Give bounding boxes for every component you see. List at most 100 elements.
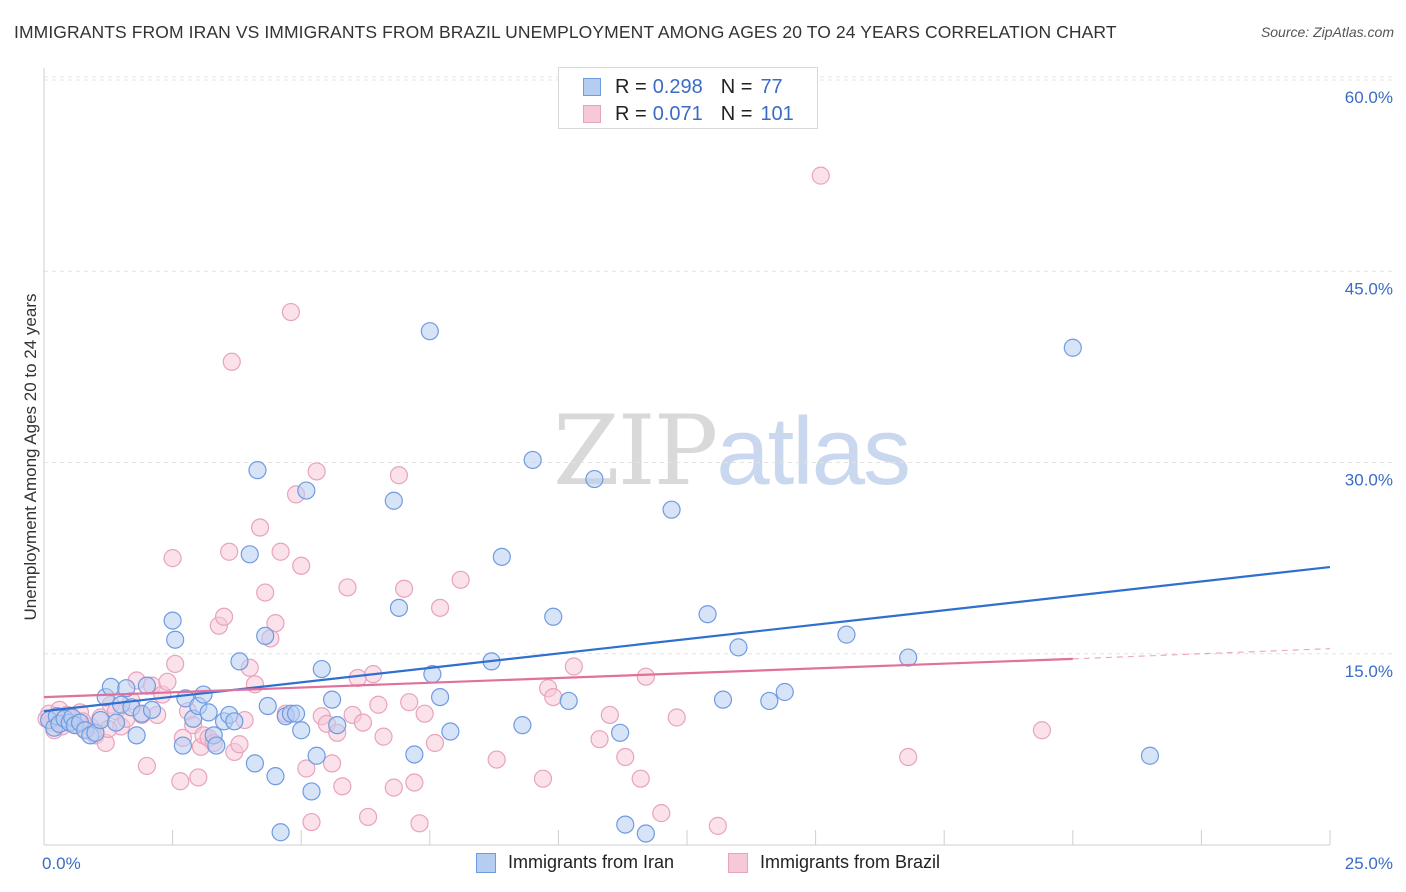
point-brazil-48 <box>266 614 285 633</box>
point-brazil-86 <box>600 705 619 725</box>
point-iran-66 <box>559 691 578 711</box>
trend-line-brazil <box>43 657 1073 699</box>
point-iran-76 <box>775 682 794 702</box>
point-brazil-54 <box>297 759 316 778</box>
point-iran-60 <box>441 722 460 741</box>
point-brazil-78 <box>430 598 450 617</box>
point-iran-65 <box>544 607 563 626</box>
point-iran-73 <box>713 690 733 709</box>
point-brazil-66 <box>358 807 378 827</box>
point-brazil-38 <box>220 542 239 561</box>
point-iran-38 <box>245 754 265 773</box>
point-brazil-79 <box>451 570 470 589</box>
legend-swatch-brazil <box>583 105 601 123</box>
trend-line-brazil-extension <box>1072 648 1331 660</box>
y-tick-label-1: 30.0% <box>1345 471 1393 490</box>
legend-n-label-brazil: N = <box>720 102 753 125</box>
point-brazil-76 <box>415 704 434 723</box>
point-brazil-20 <box>137 756 156 776</box>
point-iran-17 <box>117 679 136 698</box>
bottom-legend-label-iran: Immigrants from Iran <box>508 852 675 872</box>
point-iran-69 <box>616 815 635 834</box>
point-iran-59 <box>430 687 450 707</box>
chart-source: Source: ZipAtlas.com <box>1260 24 1394 40</box>
point-brazil-95 <box>1032 721 1052 740</box>
bottom-legend-swatch-brazil <box>728 852 748 873</box>
point-brazil-84 <box>564 657 583 676</box>
y-tick-label-3: 60.0% <box>1345 88 1393 107</box>
y-tick-label-0: 15.0% <box>1345 662 1393 681</box>
point-brazil-65 <box>353 713 373 732</box>
point-brazil-93 <box>811 166 830 185</box>
point-iran-62 <box>492 547 511 566</box>
trend-lines <box>43 565 1331 713</box>
point-iran-78 <box>899 648 918 667</box>
y-axis-label: Unemployment Among Ages 20 to 24 years <box>21 294 40 621</box>
bottom-legend-label-brazil: Immigrants from Brazil <box>760 852 941 872</box>
bottom-legend-brazil: Immigrants from Brazil <box>728 852 940 873</box>
legend-r-value-iran: 0.298 <box>652 75 703 98</box>
point-iran-30 <box>199 703 218 722</box>
point-iran-42 <box>266 767 285 786</box>
point-iran-52 <box>322 690 342 709</box>
tick-labels: 15.0% 30.0% 45.0% 60.0% 0.0% 25.0% <box>42 88 1393 873</box>
point-iran-21 <box>137 676 156 695</box>
point-brazil-62 <box>338 578 357 597</box>
point-iran-14 <box>101 677 120 697</box>
point-iran-57 <box>420 322 439 341</box>
point-brazil-24 <box>158 672 177 691</box>
point-brazil-72 <box>394 579 414 598</box>
x-tick-label-0: 0.0% <box>42 854 81 873</box>
point-brazil-45 <box>250 518 270 537</box>
point-iran-71 <box>662 500 681 519</box>
point-iran-24 <box>166 630 185 649</box>
point-brazil-39 <box>222 352 241 371</box>
point-brazil-55 <box>302 812 321 832</box>
point-brazil-68 <box>369 695 388 714</box>
point-iran-77 <box>837 625 856 644</box>
trend-line-iran <box>43 565 1331 713</box>
point-iran-64 <box>523 450 542 470</box>
point-iran-79 <box>1063 338 1082 357</box>
legend-r-label-iran: R = <box>615 75 647 98</box>
bottom-legend-swatch-iran <box>476 852 496 873</box>
point-iran-70 <box>636 824 655 843</box>
point-iran-46 <box>286 704 306 723</box>
point-iran-39 <box>248 461 267 480</box>
point-iran-55 <box>389 598 409 617</box>
point-iran-49 <box>302 782 321 801</box>
legend-r-value-brazil: 0.071 <box>652 102 703 125</box>
point-iran-56 <box>405 745 424 764</box>
legend-row-iran: R = 0.298 N = 77 <box>583 75 783 99</box>
point-brazil-26 <box>166 654 185 674</box>
point-brazil-31 <box>189 768 208 787</box>
point-iran-72 <box>698 605 717 624</box>
point-iran-67 <box>585 469 604 489</box>
point-iran-12 <box>91 710 110 730</box>
point-brazil-75 <box>410 814 429 833</box>
point-iran-15 <box>106 713 126 732</box>
gridlines <box>44 76 1392 655</box>
point-iran-63 <box>513 716 532 735</box>
point-iran-68 <box>611 723 630 742</box>
point-iran-50 <box>307 746 326 765</box>
point-brazil-59 <box>322 754 342 773</box>
point-brazil-88 <box>631 769 650 788</box>
point-brazil-56 <box>307 462 326 481</box>
legend-n-label-iran: N = <box>720 75 753 98</box>
point-brazil-91 <box>667 708 686 727</box>
series-iran-points <box>40 322 1160 843</box>
point-iran-19 <box>127 726 146 745</box>
point-iran-36 <box>230 652 249 671</box>
point-brazil-70 <box>384 778 403 797</box>
point-brazil-61 <box>333 777 352 796</box>
watermark-atlas: atlas <box>716 398 911 505</box>
watermark: ZIPatlas <box>553 395 911 507</box>
point-brazil-94 <box>899 747 918 767</box>
chart-title: IMMIGRANTS FROM IRAN VS IMMIGRANTS FROM … <box>14 22 1117 42</box>
point-brazil-53 <box>292 556 311 575</box>
point-iran-37 <box>240 545 259 564</box>
point-iran-23 <box>163 611 182 630</box>
x-tick-label-1: 25.0% <box>1345 854 1393 873</box>
